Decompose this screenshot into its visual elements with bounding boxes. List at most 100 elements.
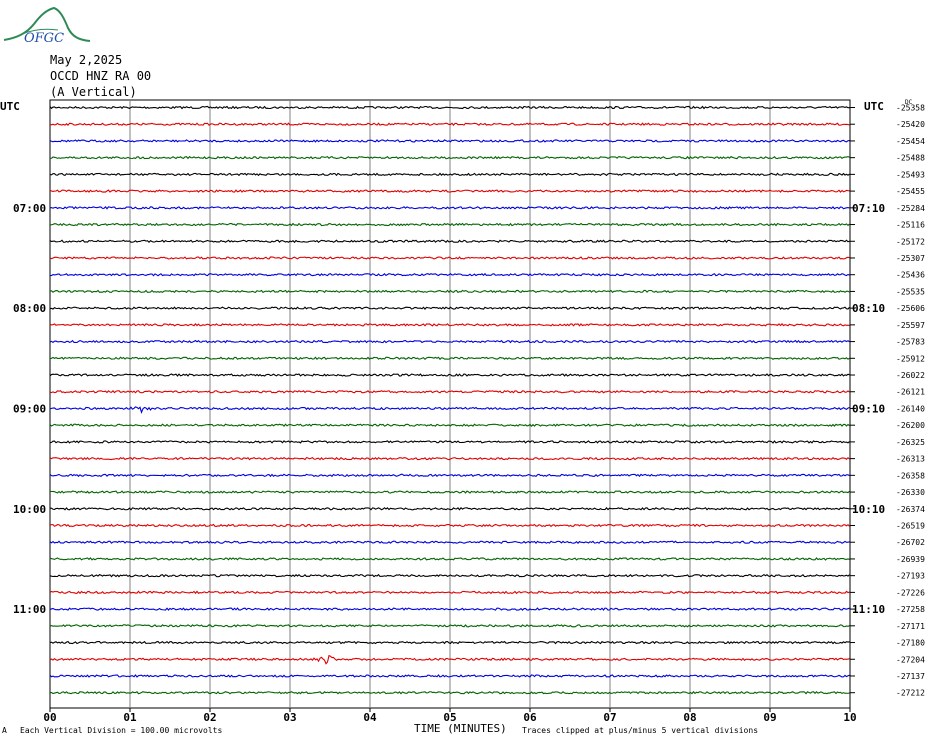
x-tick-label: 02 — [203, 711, 216, 724]
trace-offset-label: -26519 — [896, 522, 925, 531]
x-axis-title: TIME (MINUTES) — [414, 722, 507, 735]
trace-offset-label: -25912 — [896, 354, 925, 363]
trace-line — [49, 674, 850, 678]
trace-offset-label: -27212 — [896, 689, 925, 698]
left-hour-label: 10:00 — [13, 503, 46, 516]
trace-offset-label: -27258 — [896, 605, 925, 614]
trace-line — [49, 222, 850, 227]
trace-offset-label: -25420 — [896, 120, 925, 129]
trace-line — [49, 456, 850, 461]
trace-offset-label: -26702 — [896, 538, 925, 547]
trace-line — [49, 122, 850, 127]
trace-offset-label: -27193 — [896, 572, 925, 581]
left-hour-label: 07:00 — [13, 202, 46, 215]
trace-offset-label: -25454 — [896, 137, 925, 146]
trace-line — [49, 256, 850, 260]
trace-offset-label: -27204 — [896, 655, 925, 664]
trace-offset-label: -25116 — [896, 221, 925, 230]
trace-line — [49, 373, 850, 377]
trace-line — [49, 423, 850, 427]
trace-line — [49, 654, 850, 665]
trace-line — [49, 390, 850, 394]
trace-line — [49, 323, 850, 327]
trace-offset-label: -26022 — [896, 371, 925, 380]
corner-mark: A — [2, 726, 7, 735]
x-tick-label: 06 — [523, 711, 537, 724]
trace-offset-label: -25436 — [896, 271, 925, 280]
dc-marker: DC — [905, 99, 913, 106]
division-note: Each Vertical Division = 100.00 microvol… — [20, 726, 223, 735]
trace-offset-label: -26374 — [896, 505, 925, 514]
trace-offset-label: -25493 — [896, 170, 925, 179]
trace-line — [49, 590, 850, 595]
trace-offset-label: -26200 — [896, 421, 925, 430]
right-hour-label: 11:10 — [852, 603, 885, 616]
trace-line — [49, 506, 850, 511]
trace-offset-label: -27180 — [896, 639, 925, 648]
trace-offset-label: -26121 — [896, 388, 925, 397]
trace-offset-label: -25284 — [896, 204, 925, 213]
right-hour-label: 09:10 — [852, 402, 885, 415]
x-tick-label: 05 — [443, 711, 456, 724]
x-tick-label: 09 — [763, 711, 776, 724]
x-tick-label: 00 — [43, 711, 56, 724]
left-hour-label: 08:00 — [13, 302, 46, 315]
trace-line — [49, 473, 850, 478]
trace-offset-label: -25172 — [896, 237, 925, 246]
trace-line — [49, 557, 850, 561]
left-hour-label: 09:00 — [13, 402, 46, 415]
trace-offset-label: -26140 — [896, 404, 925, 413]
date-label: May 2,2025 — [50, 53, 123, 67]
utc-right-label: UTC — [864, 100, 884, 113]
component-label: (A Vertical) — [50, 85, 137, 99]
trace-line — [49, 155, 850, 160]
x-tick-label: 04 — [363, 711, 377, 724]
trace-line — [49, 440, 850, 444]
trace-line — [49, 289, 850, 294]
trace-offset-label: -25488 — [896, 154, 925, 163]
x-tick-label: 03 — [283, 711, 296, 724]
ofgc-logo: OFGC — [2, 4, 92, 50]
right-hour-label: 07:10 — [852, 202, 885, 215]
trace-line — [49, 540, 850, 545]
x-tick-label: 01 — [123, 711, 137, 724]
trace-line — [49, 189, 850, 193]
trace-line — [49, 624, 850, 628]
trace-offset-label: -25455 — [896, 187, 925, 196]
clip-note: Traces clipped at plus/minus 5 vertical … — [522, 726, 759, 735]
trace-offset-label: -26330 — [896, 488, 925, 497]
right-hour-label: 10:10 — [852, 503, 885, 516]
trace-offset-label: -27137 — [896, 672, 925, 681]
trace-line — [49, 139, 850, 143]
trace-offset-label: -27226 — [896, 588, 925, 597]
trace-offset-label: -26358 — [896, 471, 925, 480]
trace-offset-label: -25307 — [896, 254, 925, 263]
trace-line — [49, 239, 850, 244]
trace-line — [49, 172, 850, 177]
logo-text: OFGC — [24, 31, 64, 46]
trace-line — [49, 306, 850, 310]
trace-offset-label: -25597 — [896, 321, 925, 330]
utc-left-label: UTC — [0, 100, 20, 113]
trace-offset-label: -27171 — [896, 622, 925, 631]
trace-line — [49, 205, 850, 210]
left-hour-label: 11:00 — [13, 603, 46, 616]
trace-line — [49, 105, 850, 110]
trace-offset-label: -25535 — [896, 287, 925, 296]
right-hour-label: 08:10 — [852, 302, 885, 315]
trace-line — [49, 640, 850, 645]
trace-line — [49, 406, 850, 415]
trace-offset-label: -26313 — [896, 455, 925, 464]
trace-offset-label: -26939 — [896, 555, 925, 564]
trace-line — [49, 356, 850, 361]
trace-line — [49, 607, 850, 611]
trace-line — [49, 339, 850, 344]
x-tick-label: 10 — [843, 711, 856, 724]
trace-offset-label: -25358 — [896, 104, 925, 113]
trace-line — [49, 573, 850, 578]
trace-line — [49, 523, 850, 528]
x-tick-label: 08 — [683, 711, 696, 724]
trace-line — [49, 490, 850, 494]
trace-offset-label: -26325 — [896, 438, 925, 447]
